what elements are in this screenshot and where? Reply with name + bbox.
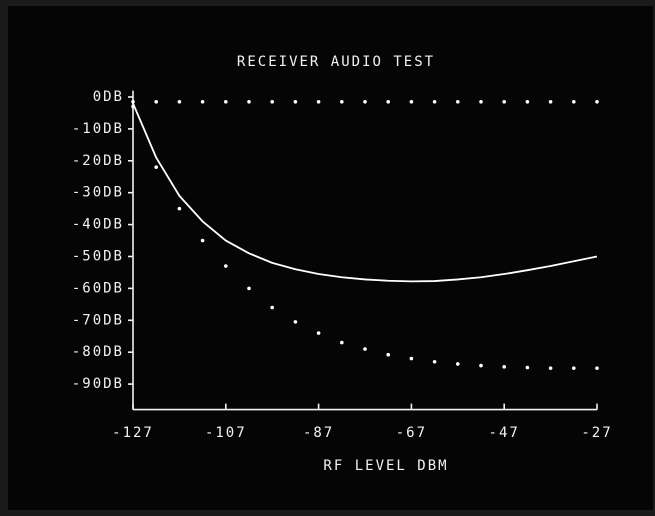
data-dot — [131, 99, 135, 104]
data-dot — [479, 99, 483, 104]
data-dot — [502, 365, 507, 369]
y-tick-label: -10DB — [72, 121, 124, 137]
data-dot — [154, 165, 158, 169]
data-dot — [177, 99, 182, 104]
y-tick-label: -50DB — [72, 248, 124, 264]
x-tick-label: -67 — [396, 425, 427, 441]
data-dot — [177, 206, 182, 211]
y-tick-label: -70DB — [72, 312, 124, 328]
data-dot — [224, 99, 228, 104]
data-dot — [525, 99, 530, 104]
x-tick-label: -47 — [489, 425, 520, 441]
data-dot — [548, 99, 553, 104]
x-tick-label: -87 — [303, 425, 334, 441]
data-dot — [409, 99, 414, 104]
data-dot — [502, 99, 507, 104]
data-dot — [363, 347, 367, 351]
data-dot — [479, 363, 483, 368]
data-dot — [131, 104, 135, 109]
x-tick-label: -107 — [205, 425, 247, 441]
data-dot — [363, 99, 367, 104]
y-tick-label: -40DB — [72, 217, 124, 233]
data-dot — [386, 99, 391, 104]
chart-title: RECEIVER AUDIO TEST — [237, 54, 435, 70]
x-tick-label: -27 — [581, 425, 612, 441]
y-tick-label: -30DB — [72, 185, 124, 201]
data-dot — [525, 365, 530, 370]
data-dot — [293, 320, 298, 324]
data-dot — [409, 356, 414, 361]
y-tick-label: -60DB — [72, 280, 124, 296]
data-dot — [595, 99, 599, 104]
data-dot — [548, 366, 553, 370]
data-dot — [200, 238, 205, 243]
data-dot — [432, 99, 437, 104]
data-dot — [572, 99, 576, 104]
x-axis-label: RF LEVEL DBM — [323, 458, 448, 474]
data-dot — [595, 366, 599, 370]
data-line — [132, 103, 598, 283]
screen — [8, 6, 653, 510]
data-dot — [154, 99, 158, 104]
y-tick-label: -80DB — [72, 344, 124, 360]
y-tick-label: -90DB — [72, 376, 124, 392]
data-dot — [386, 352, 391, 357]
data-dot — [572, 366, 576, 370]
data-dot — [293, 99, 298, 104]
y-tick-label: -20DB — [72, 153, 124, 169]
data-dot — [340, 340, 344, 345]
data-dot — [340, 99, 344, 104]
data-dot — [456, 362, 460, 366]
data-dot — [270, 99, 275, 104]
data-dot — [247, 99, 251, 104]
x-tick-label: -127 — [112, 425, 154, 441]
data-dot — [316, 331, 321, 335]
data-dot — [316, 99, 321, 104]
data-dot — [456, 99, 460, 104]
data-dot — [200, 99, 205, 104]
data-dot — [247, 286, 251, 291]
data-dot — [432, 359, 437, 364]
data-dot — [224, 264, 228, 268]
y-tick-label: 0DB — [93, 89, 124, 105]
data-dot — [270, 305, 275, 310]
